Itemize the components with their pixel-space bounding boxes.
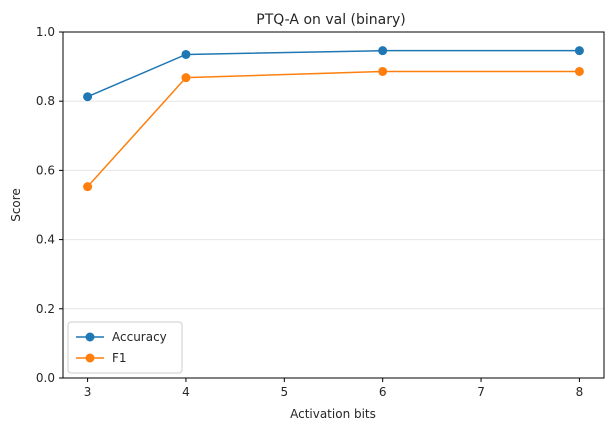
data-point-accuracy [378, 46, 388, 56]
data-point-f1 [574, 66, 584, 76]
legend-swatch-marker-f1 [85, 353, 95, 363]
y-axis-ticks: 0.0 0.2 0.4 0.6 0.8 1.0 [36, 25, 63, 385]
legend: Accuracy F1 [67, 321, 183, 374]
chart-title: PTQ-A on val (binary) [256, 12, 405, 28]
x-tick-label: 3 [84, 385, 92, 399]
series-line-accuracy [87, 49, 580, 98]
legend-label-f1: F1 [112, 351, 127, 365]
grid [63, 100, 604, 310]
series-line-f1 [87, 70, 580, 188]
x-tick-label: 6 [379, 385, 387, 399]
y-tick-label: 0.8 [36, 94, 55, 108]
y-tick-label: 0.6 [36, 163, 55, 177]
legend-label-accuracy: Accuracy [112, 330, 167, 344]
y-tick-label: 0.0 [36, 371, 55, 385]
legend-box [67, 321, 183, 374]
y-axis-label: Score [9, 188, 23, 222]
data-point-f1 [378, 66, 388, 76]
x-tick-label: 7 [477, 385, 485, 399]
series-layer [83, 46, 584, 192]
x-axis-label: Activation bits [290, 407, 376, 421]
plot-frame [62, 31, 605, 379]
x-tick-label: 5 [280, 385, 288, 399]
legend-swatch-marker-accuracy [85, 332, 95, 342]
data-point-f1 [83, 182, 93, 192]
data-point-accuracy [83, 92, 93, 102]
x-tick-label: 4 [182, 385, 190, 399]
data-point-f1 [181, 73, 191, 83]
y-tick-label: 0.4 [36, 233, 55, 247]
x-tick-label: 8 [576, 385, 584, 399]
x-axis-ticks: 3 4 5 6 7 8 [84, 378, 583, 399]
data-point-accuracy [181, 49, 191, 59]
y-tick-label: 0.2 [36, 302, 55, 316]
y-tick-label: 1.0 [36, 25, 55, 39]
data-point-accuracy [574, 46, 584, 56]
